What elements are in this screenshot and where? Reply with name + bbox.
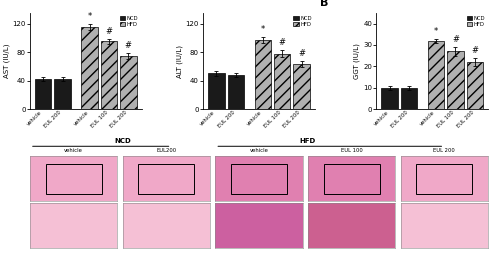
Y-axis label: GGT (IU/L): GGT (IU/L) <box>354 43 361 79</box>
Bar <box>46 164 102 194</box>
Text: #: # <box>298 50 305 59</box>
Text: #: # <box>106 27 113 36</box>
Bar <box>428 41 444 109</box>
Text: #: # <box>452 35 459 44</box>
Bar <box>447 51 464 109</box>
Text: B: B <box>320 0 329 9</box>
Legend: NCD, HFD: NCD, HFD <box>466 15 486 27</box>
Bar <box>228 75 244 109</box>
Text: EUL 200: EUL 200 <box>433 148 455 152</box>
Text: H&E
(x200): H&E (x200) <box>0 173 1 184</box>
Text: EUL 100: EUL 100 <box>341 148 363 152</box>
Bar <box>54 79 71 109</box>
Bar <box>208 74 225 109</box>
Y-axis label: ALT (IU/L): ALT (IU/L) <box>176 44 183 77</box>
Text: #: # <box>279 38 286 47</box>
Text: EUL200: EUL200 <box>156 148 176 152</box>
Bar <box>81 27 98 109</box>
Text: #: # <box>471 46 478 55</box>
Bar <box>467 62 483 109</box>
Bar <box>293 64 310 109</box>
Y-axis label: AST (IU/L): AST (IU/L) <box>3 44 9 78</box>
Legend: NCD, HFD: NCD, HFD <box>120 15 139 27</box>
Text: *: * <box>260 25 265 34</box>
Bar <box>254 40 271 109</box>
Bar <box>101 41 117 109</box>
Legend: NCD, HFD: NCD, HFD <box>293 15 312 27</box>
Text: vehicle: vehicle <box>249 148 268 152</box>
Bar <box>231 164 287 194</box>
Text: *: * <box>88 12 92 21</box>
Bar <box>274 53 290 109</box>
Text: #: # <box>125 41 132 50</box>
Bar <box>324 164 379 194</box>
Text: NCD: NCD <box>114 138 131 144</box>
Bar <box>401 88 417 109</box>
Bar <box>416 164 472 194</box>
Text: vehicle: vehicle <box>64 148 83 152</box>
Bar <box>138 164 194 194</box>
Bar <box>381 88 398 109</box>
Text: HFD: HFD <box>300 138 316 144</box>
Text: *: * <box>434 27 438 36</box>
Bar <box>35 79 51 109</box>
Bar <box>120 56 136 109</box>
